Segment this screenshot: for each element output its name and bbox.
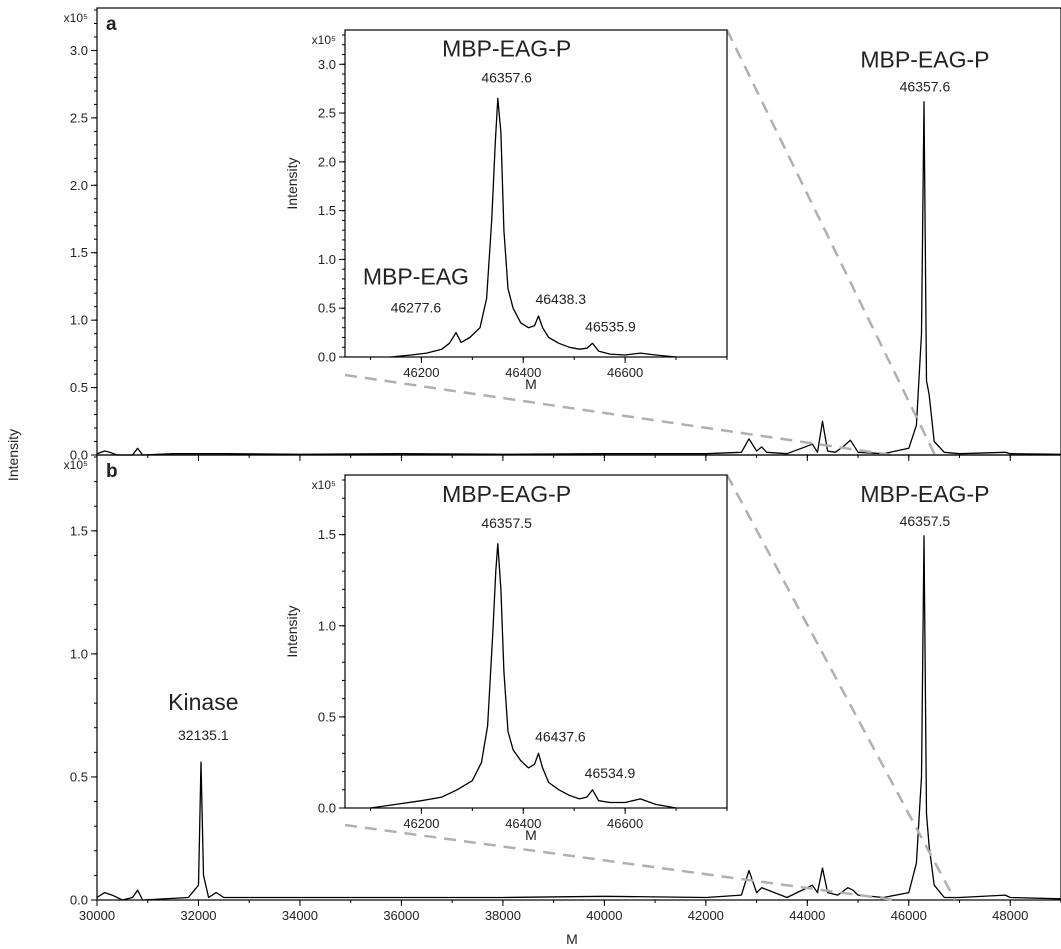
inset-y-axis-title: Intensity — [284, 605, 300, 657]
inset-frame — [344, 474, 728, 809]
y-tick-label: 1.0 — [318, 252, 336, 267]
y-tick-label: 1.0 — [318, 618, 336, 633]
y-exponent-label: x10⁵ — [312, 478, 336, 492]
inset-x-axis-title: M — [525, 376, 537, 392]
y-tick-label: 1.0 — [70, 646, 88, 661]
y-tick-label: 3.0 — [70, 43, 88, 58]
peak-name-label: MBP-EAG-P — [860, 481, 989, 507]
x-tick-label: 38000 — [485, 908, 521, 923]
y-tick-label: 0.5 — [70, 380, 88, 395]
y-tick-label: 1.5 — [70, 245, 88, 260]
x-tick-label: 36000 — [383, 908, 419, 923]
peak-mass-label: 46534.9 — [585, 765, 636, 781]
spectrum-trace — [96, 535, 1061, 901]
y-tick-label: 2.0 — [70, 178, 88, 193]
x-tick-label: 46400 — [505, 816, 541, 831]
y-exponent-label: x10⁵ — [64, 11, 88, 25]
peak-mass-label: 32135.1 — [178, 727, 229, 743]
zoom-guide-line — [725, 474, 957, 901]
peak-name-label: Kinase — [168, 689, 238, 715]
y-tick-label: 0.0 — [318, 350, 336, 365]
inset-x-axis-title: M — [525, 827, 537, 843]
x-tick-label: 46600 — [607, 816, 643, 831]
spectrum-trace — [390, 97, 677, 358]
peak-name-label: MBP-EAG — [363, 264, 469, 290]
x-tick-label: 44000 — [789, 908, 825, 923]
zoom-guide-line — [344, 823, 896, 902]
peak-mass-label: 46438.3 — [535, 291, 586, 307]
peak-name-label: MBP-EAG-P — [860, 47, 989, 73]
peak-mass-label: 46357.6 — [481, 69, 532, 85]
y-tick-label: 0.0 — [70, 448, 88, 463]
inset-frame — [344, 29, 728, 358]
panel-letter: a — [106, 14, 117, 35]
peak-name-label: MBP-EAG-P — [442, 481, 571, 507]
y-tick-label: 1.0 — [70, 313, 88, 328]
spectrum-trace — [370, 543, 677, 809]
x-tick-label: 46200 — [403, 816, 439, 831]
y-tick-label: 0.5 — [318, 709, 336, 724]
y-exponent-label: x10⁵ — [64, 458, 88, 472]
y-tick-label: 3.0 — [318, 57, 336, 72]
x-axis-title: M — [566, 931, 578, 947]
y-axis-title: Intensity — [5, 429, 21, 481]
x-tick-label: 48000 — [992, 908, 1028, 923]
y-tick-label: 0.0 — [318, 801, 336, 816]
inset-background — [345, 30, 727, 357]
y-tick-label: 0.5 — [70, 769, 88, 784]
panel-a: 0.0 0.5 1.0 1.5 2.0 2.5 3.0 x10⁵ MBP-EAG-P 46357.… — [64, 7, 1061, 463]
peak-mass-label: 46357.5 — [481, 515, 532, 531]
plot-frame — [96, 454, 1061, 901]
x-tick-label: 32000 — [180, 908, 216, 923]
x-tick-label: 42000 — [688, 908, 724, 923]
panel-letter: b — [106, 461, 118, 482]
zoom-guide-line — [344, 373, 893, 457]
spectrum-trace — [96, 101, 1061, 456]
inset-background — [345, 475, 727, 808]
peak-mass-label: 46437.6 — [535, 728, 586, 744]
x-tick-label: 40000 — [586, 908, 622, 923]
x-tick-label: 46600 — [607, 365, 643, 380]
y-tick-label: 1.5 — [318, 203, 336, 218]
panel-b: 0.0 0.5 1.0 1.5 x10⁵ 30000 32000 34000 36000 3800… — [64, 454, 1061, 923]
peak-mass-label: 46357.5 — [900, 513, 951, 529]
x-tick-label: 30000 — [79, 908, 115, 923]
inset-y-axis-title: Intensity — [284, 157, 300, 209]
y-tick-label: 0.0 — [70, 893, 88, 908]
peak-mass-label: 46277.6 — [391, 300, 442, 316]
x-tick-label: 46000 — [891, 908, 927, 923]
panel-a-inset: 0.0 0.5 1.0 1.5 2.0 2.5 3.0 x10⁵ 46200 46400 46600… — [284, 29, 728, 392]
x-tick-label: 46200 — [403, 365, 439, 380]
y-tick-label: 2.0 — [318, 154, 336, 169]
peak-name-label: MBP-EAG-P — [442, 35, 571, 61]
peak-mass-label: 46357.6 — [900, 79, 951, 95]
y-tick-label: 2.5 — [70, 110, 88, 125]
y-tick-label: 0.5 — [318, 301, 336, 316]
x-tick-label: 34000 — [282, 908, 318, 923]
y-tick-label: 2.5 — [318, 106, 336, 121]
peak-mass-label: 46535.9 — [585, 318, 636, 334]
panel-b-inset: 0.0 0.5 1.0 1.5 x10⁵ 46200 46400 46600 MBP-EAG-P… — [284, 474, 728, 843]
y-tick-label: 1.5 — [70, 523, 88, 538]
x-tick-label: 46400 — [505, 365, 541, 380]
y-exponent-label: x10⁵ — [312, 33, 336, 47]
y-tick-label: 1.5 — [318, 527, 336, 542]
